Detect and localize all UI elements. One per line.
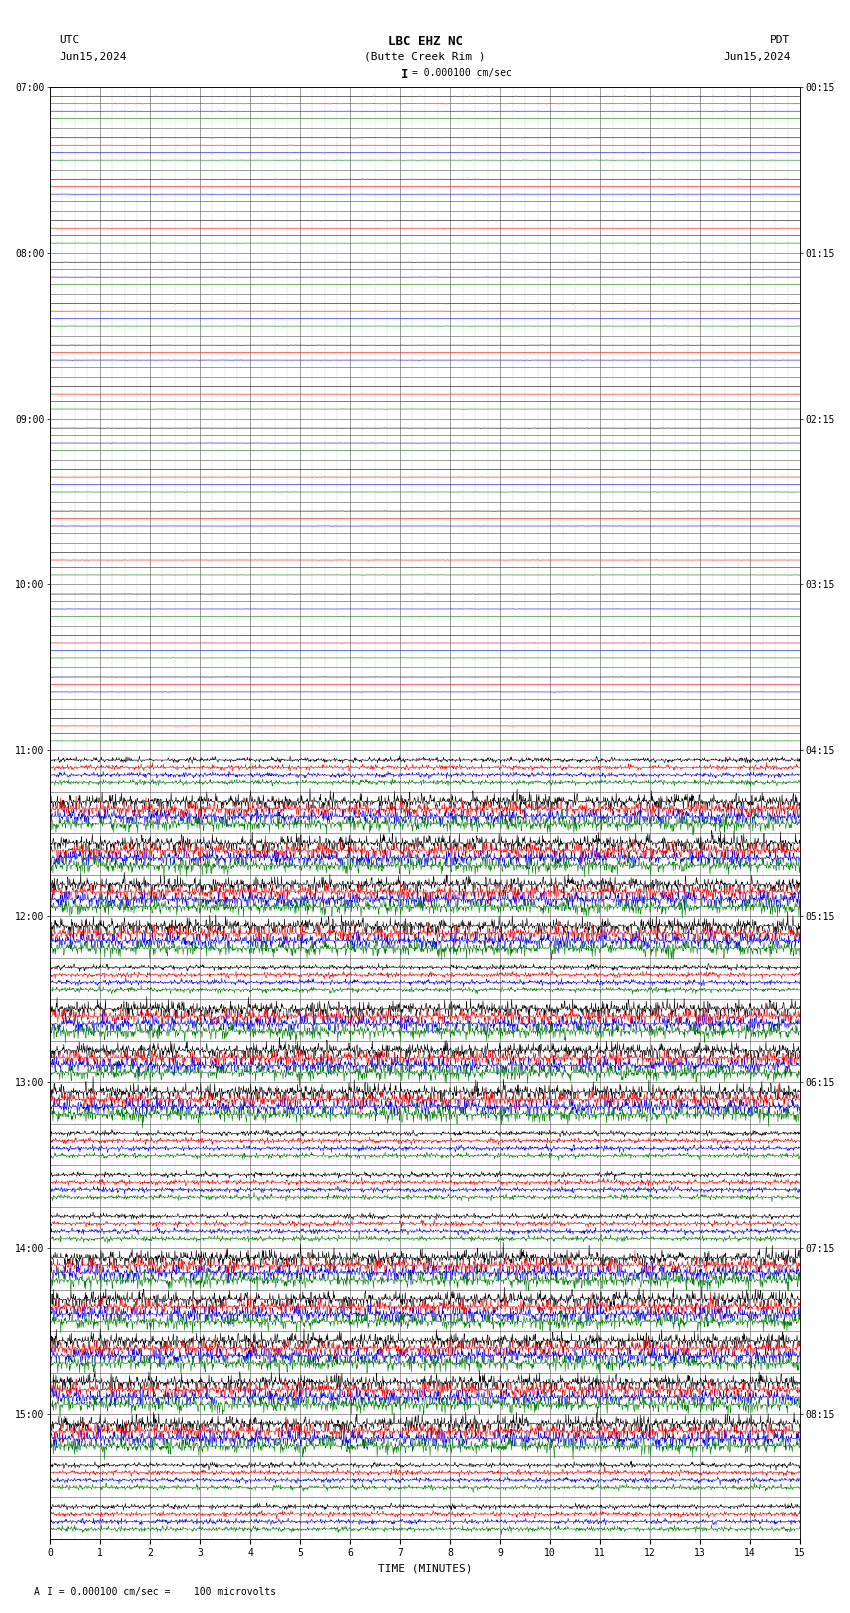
Text: I: I [400, 68, 408, 81]
X-axis label: TIME (MINUTES): TIME (MINUTES) [377, 1565, 473, 1574]
Text: UTC: UTC [60, 35, 80, 45]
Text: (Butte Creek Rim ): (Butte Creek Rim ) [365, 52, 485, 61]
Text: LBC EHZ NC: LBC EHZ NC [388, 35, 462, 48]
Text: Jun15,2024: Jun15,2024 [60, 52, 127, 61]
Text: I = 0.000100 cm/sec =    100 microvolts: I = 0.000100 cm/sec = 100 microvolts [47, 1587, 276, 1597]
Text: = 0.000100 cm/sec: = 0.000100 cm/sec [412, 68, 512, 77]
Text: PDT: PDT [770, 35, 790, 45]
Text: Jun15,2024: Jun15,2024 [723, 52, 791, 61]
Text: A: A [34, 1587, 40, 1597]
